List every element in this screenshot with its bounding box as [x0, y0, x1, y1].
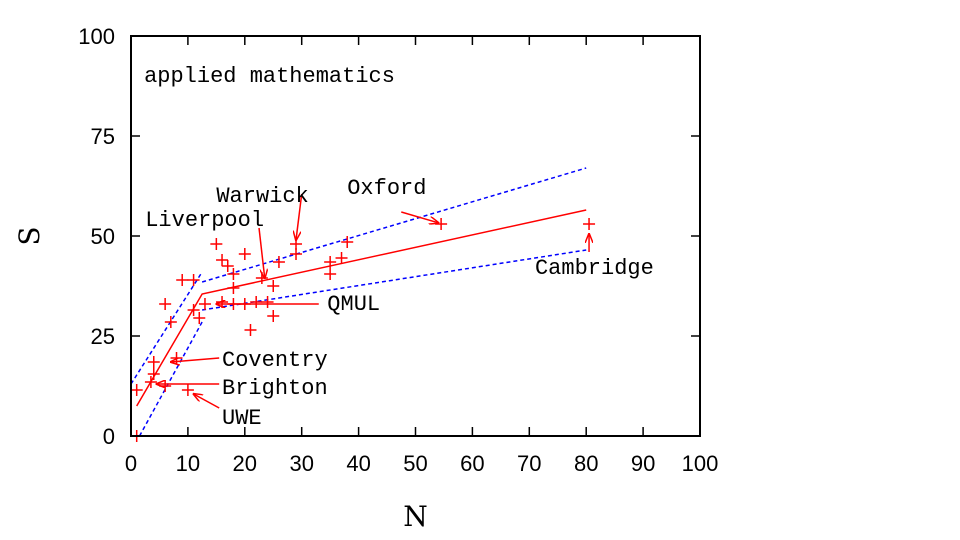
data-point: [244, 324, 257, 336]
data-point-layer: [130, 218, 596, 442]
fit-line: [136, 209, 587, 407]
data-point: [187, 304, 200, 316]
annotation-label-qmul: QMUL: [327, 292, 380, 317]
data-point: [227, 298, 240, 310]
data-point: [324, 268, 337, 280]
y-tick-label: 0: [103, 424, 115, 449]
x-tick-label: 0: [125, 451, 137, 476]
fit-line-layer: [136, 209, 587, 407]
data-point: [261, 296, 274, 308]
confidence-band-line: [202, 249, 587, 311]
x-tick-label: 50: [403, 451, 427, 476]
y-tick-label: 50: [91, 224, 115, 249]
data-point: [147, 356, 160, 368]
annotation-arrow: [171, 357, 220, 362]
x-tick-label: 40: [346, 451, 370, 476]
confidence-band-line: [201, 167, 587, 283]
data-point: [170, 352, 183, 364]
x-tick-label: 60: [460, 451, 484, 476]
data-point: [159, 380, 172, 392]
x-tick-label: 20: [233, 451, 257, 476]
data-point: [198, 298, 211, 310]
data-point: [130, 384, 143, 396]
annotation-label-oxford: Oxford: [347, 176, 426, 201]
annotation-arrow: [194, 394, 220, 409]
data-point: [210, 238, 223, 250]
data-point: [267, 280, 280, 292]
annotation-label-liverpool: Liverpool: [145, 208, 264, 233]
data-point: [216, 296, 229, 308]
y-tick-label: 25: [91, 324, 115, 349]
data-point: [290, 238, 303, 250]
data-point: [435, 218, 448, 230]
confidence-band-line: [130, 271, 203, 385]
annotation-label-cambridge: Cambridge: [535, 256, 654, 281]
data-point: [238, 248, 251, 260]
data-point: [238, 298, 251, 310]
annotation-label-brighton: Brighton: [222, 376, 328, 401]
annotation-arrow: [401, 211, 438, 223]
data-point: [227, 282, 240, 294]
annotation-label-uwe: UWE: [222, 406, 262, 431]
data-point: [187, 274, 200, 286]
data-point: [159, 298, 172, 310]
y-tick-label: 100: [78, 24, 115, 49]
annotation-label-coventry: Coventry: [222, 348, 328, 373]
data-point: [147, 368, 160, 380]
data-point: [144, 376, 157, 388]
x-tick-label: 10: [176, 451, 200, 476]
annotation-arrow: [258, 227, 265, 278]
x-tick-label: 90: [631, 451, 655, 476]
data-point: [221, 260, 234, 272]
x-tick-label: 80: [574, 451, 598, 476]
axis-tick-layer: 0 10 20 30 40 50 60 70 80 90 100 0 25 50 75 100: [78, 24, 718, 476]
chart-title: applied mathematics: [144, 64, 395, 89]
data-point: [216, 254, 229, 266]
y-axis-label: S: [13, 226, 46, 245]
annotation-label-warwick: Warwick: [216, 184, 308, 209]
data-point: [227, 268, 240, 280]
data-point: [255, 272, 268, 284]
y-tick-label: 75: [91, 124, 115, 149]
data-point: [335, 252, 348, 264]
x-tick-label: 70: [517, 451, 541, 476]
data-point: [341, 236, 354, 248]
x-tick-label: 30: [289, 451, 313, 476]
confidence-band-line: [138, 321, 203, 437]
data-point: [193, 312, 206, 324]
confidence-band-layer: [130, 167, 587, 437]
x-tick-label: 100: [682, 451, 719, 476]
data-point: [250, 296, 263, 308]
data-point: [176, 274, 189, 286]
plot-frame: [130, 35, 701, 437]
data-point: [181, 384, 194, 396]
annotation-arrow: [296, 193, 303, 240]
x-axis-label: N: [403, 500, 428, 533]
data-point: [324, 256, 337, 268]
data-point: [272, 256, 285, 268]
data-point: [267, 310, 280, 322]
data-point: [583, 218, 596, 230]
data-point: [164, 316, 177, 328]
